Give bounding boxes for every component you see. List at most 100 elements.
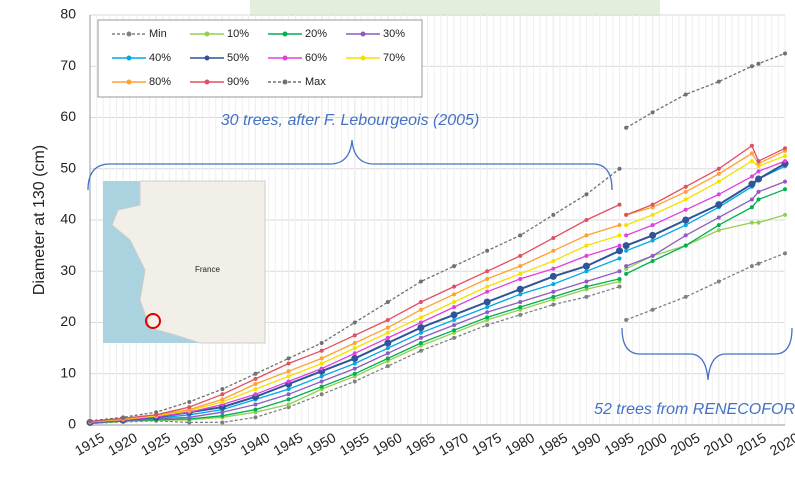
- x-tick-label: 1965: [403, 429, 438, 459]
- legend-label: 20%: [305, 28, 327, 40]
- data-point: [353, 333, 357, 337]
- data-point: [616, 247, 623, 254]
- data-point: [353, 362, 357, 366]
- data-point: [783, 251, 787, 255]
- y-axis-label: Diameter at 130 (cm): [31, 145, 48, 295]
- header-band: [250, 0, 660, 16]
- data-point: [684, 92, 688, 96]
- data-point: [757, 169, 761, 173]
- data-point: [518, 233, 522, 237]
- data-point: [651, 259, 655, 263]
- data-point: [386, 356, 390, 360]
- y-tick-label: 30: [60, 262, 76, 278]
- data-point: [757, 221, 761, 225]
- data-point: [451, 311, 458, 318]
- data-point: [452, 264, 456, 268]
- data-point: [353, 351, 357, 355]
- data-point: [320, 374, 324, 378]
- data-point: [518, 264, 522, 268]
- brace: [622, 328, 792, 380]
- data-point: [757, 198, 761, 202]
- data-point: [320, 385, 324, 389]
- data-point: [419, 331, 423, 335]
- data-point: [518, 292, 522, 296]
- data-point: [452, 336, 456, 340]
- data-point: [253, 392, 257, 396]
- y-tick-label: 0: [68, 416, 76, 432]
- data-point: [783, 159, 787, 163]
- data-point: [618, 256, 622, 260]
- data-point: [624, 272, 628, 276]
- data-point: [452, 318, 456, 322]
- legend-dot: [205, 56, 210, 61]
- data-point: [717, 167, 721, 171]
- data-point: [717, 172, 721, 176]
- data-point: [287, 397, 291, 401]
- data-point: [452, 305, 456, 309]
- data-point: [717, 215, 721, 219]
- y-tick-label: 80: [60, 6, 76, 22]
- data-point: [419, 300, 423, 304]
- y-tick-label: 50: [60, 159, 76, 175]
- data-point: [518, 313, 522, 317]
- data-point: [220, 387, 224, 391]
- data-point: [386, 331, 390, 335]
- data-point: [253, 382, 257, 386]
- data-point: [386, 336, 390, 340]
- data-point: [684, 295, 688, 299]
- data-point: [253, 403, 257, 407]
- data-point: [287, 369, 291, 373]
- data-point: [187, 400, 191, 404]
- data-point: [253, 415, 257, 419]
- data-point: [651, 223, 655, 227]
- data-point: [485, 315, 489, 319]
- data-point: [584, 254, 588, 258]
- data-point: [750, 64, 754, 68]
- data-point: [187, 405, 191, 409]
- data-point: [485, 323, 489, 327]
- data-point: [750, 221, 754, 225]
- data-point: [551, 267, 555, 271]
- data-point: [649, 232, 656, 239]
- data-point: [253, 372, 257, 376]
- data-point: [715, 201, 722, 208]
- data-point: [584, 280, 588, 284]
- data-point: [783, 180, 787, 184]
- legend-label: 90%: [227, 76, 249, 88]
- annotation: 30 trees, after F. Lebourgeois (2005): [221, 112, 480, 129]
- data-point: [750, 174, 754, 178]
- x-tick-label: 2010: [701, 429, 736, 459]
- x-tick-label: 1970: [436, 429, 471, 459]
- x-tick-label: 1955: [337, 429, 372, 459]
- data-point: [485, 285, 489, 289]
- map-inset: France: [103, 181, 265, 343]
- x-tick-label: 1935: [204, 429, 239, 459]
- data-point: [717, 180, 721, 184]
- legend-label: 30%: [383, 28, 405, 40]
- data-point: [419, 336, 423, 340]
- x-tick-label: 1980: [502, 429, 537, 459]
- x-tick-label: 1930: [171, 429, 206, 459]
- data-point: [783, 154, 787, 158]
- data-point: [287, 379, 291, 383]
- data-point: [287, 387, 291, 391]
- data-point: [419, 349, 423, 353]
- data-point: [750, 198, 754, 202]
- data-point: [386, 300, 390, 304]
- data-point: [750, 144, 754, 148]
- data-point: [757, 190, 761, 194]
- data-point: [618, 233, 622, 237]
- data-point: [584, 244, 588, 248]
- data-point: [748, 181, 755, 188]
- legend-dot: [361, 56, 366, 61]
- x-tick-label: 1915: [72, 429, 107, 459]
- data-point: [351, 355, 358, 362]
- data-point: [584, 285, 588, 289]
- data-point: [320, 341, 324, 345]
- data-point: [353, 379, 357, 383]
- data-point: [624, 318, 628, 322]
- data-point: [551, 295, 555, 299]
- data-point: [384, 340, 391, 347]
- y-tick-label: 40: [60, 211, 76, 227]
- data-point: [651, 308, 655, 312]
